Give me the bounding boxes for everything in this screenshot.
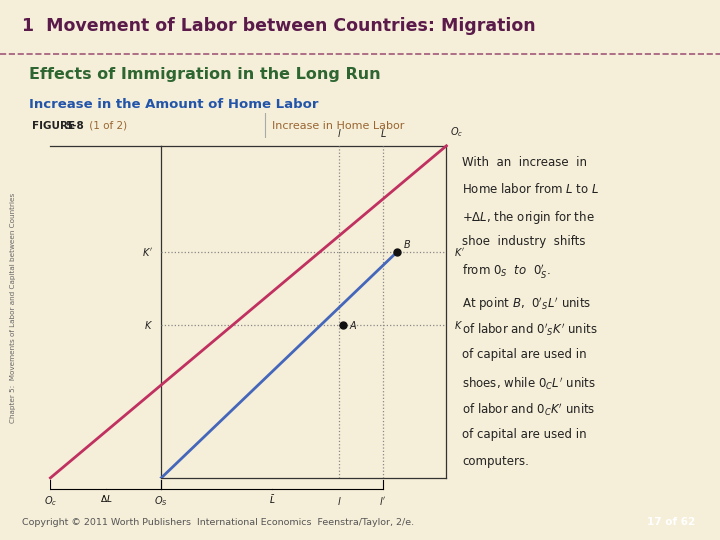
Text: (1 of 2): (1 of 2)	[86, 120, 127, 131]
Text: shoes, while $0_C L'$ units: shoes, while $0_C L'$ units	[462, 375, 596, 392]
Text: $+ \Delta L$, the origin for the: $+ \Delta L$, the origin for the	[462, 209, 595, 226]
Text: 5-8: 5-8	[66, 120, 84, 131]
Text: 17 of 62: 17 of 62	[647, 517, 696, 528]
Text: of capital are used in: of capital are used in	[462, 428, 587, 441]
Text: $O_c$: $O_c$	[451, 125, 464, 139]
Text: $L$: $L$	[379, 127, 387, 139]
Text: $O_c$: $O_c$	[44, 495, 57, 508]
Text: With  an  increase  in: With an increase in	[462, 156, 588, 169]
Text: of labor and $0'_S K'$ units: of labor and $0'_S K'$ units	[462, 322, 598, 339]
Text: Home labor from $L$ to $L$: Home labor from $L$ to $L$	[462, 183, 599, 197]
Text: of labor and $0_C K'$ units: of labor and $0_C K'$ units	[462, 402, 595, 418]
Text: At point $B$,  $0'_S L'$ units: At point $B$, $0'_S L'$ units	[462, 295, 591, 313]
Text: $O_S$: $O_S$	[154, 495, 168, 508]
Text: $A$: $A$	[349, 319, 358, 331]
Text: shoe  industry  shifts: shoe industry shifts	[462, 235, 585, 248]
Text: $K'$: $K'$	[143, 246, 153, 258]
Text: Increase in the Amount of Home Labor: Increase in the Amount of Home Labor	[29, 98, 318, 111]
Text: Effects of Immigration in the Long Run: Effects of Immigration in the Long Run	[29, 67, 380, 82]
Text: Chapter 5:  Movements of Labor and Capital between Countries: Chapter 5: Movements of Labor and Capita…	[9, 193, 16, 423]
Text: from $0_S$  $to$  $0_S'$.: from $0_S$ $to$ $0_S'$.	[462, 262, 551, 280]
Text: Copyright © 2011 Worth Publishers  International Economics  Feenstra/Taylor, 2/e: Copyright © 2011 Worth Publishers Intern…	[22, 518, 414, 528]
Text: $K'$: $K'$	[454, 246, 465, 258]
Text: $\bar{L}$: $\bar{L}$	[269, 492, 276, 505]
Text: $l$: $l$	[337, 495, 342, 507]
Text: $K$: $K$	[454, 319, 464, 331]
Text: $B$: $B$	[403, 239, 411, 251]
Text: $l$: $l$	[337, 127, 342, 139]
Text: 1  Movement of Labor between Countries: Migration: 1 Movement of Labor between Countries: M…	[22, 17, 535, 35]
Text: computers.: computers.	[462, 455, 529, 468]
Text: of capital are used in: of capital are used in	[462, 348, 587, 361]
Text: $K$: $K$	[144, 319, 153, 331]
Text: Increase in Home Labor: Increase in Home Labor	[272, 120, 405, 131]
Text: FIGURE: FIGURE	[32, 120, 78, 131]
Text: $\Delta L$: $\Delta L$	[99, 492, 112, 504]
Text: $l'$: $l'$	[379, 495, 387, 507]
